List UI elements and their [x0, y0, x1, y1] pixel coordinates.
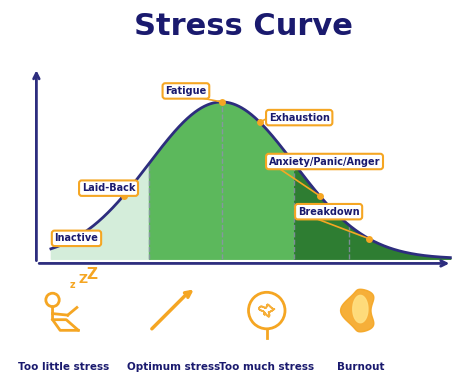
- Text: Anxiety/Panic/Anger: Anxiety/Panic/Anger: [269, 156, 380, 167]
- Polygon shape: [341, 289, 374, 332]
- Text: Laid-Back: Laid-Back: [82, 183, 135, 193]
- Text: Too little stress: Too little stress: [18, 361, 109, 372]
- Polygon shape: [353, 295, 368, 323]
- Text: Inactive: Inactive: [55, 233, 98, 243]
- Text: Burnout: Burnout: [336, 361, 384, 372]
- Text: Stress Curve: Stress Curve: [134, 12, 353, 41]
- Text: Z: Z: [79, 273, 88, 286]
- Text: Exhaustion: Exhaustion: [269, 113, 329, 123]
- Text: z: z: [69, 280, 75, 290]
- Text: Too much stress: Too much stress: [219, 361, 314, 372]
- Text: Fatigue: Fatigue: [165, 86, 206, 96]
- Text: Z: Z: [86, 267, 97, 281]
- Text: Breakdown: Breakdown: [298, 207, 359, 217]
- Text: Optimum stress: Optimum stress: [126, 361, 220, 372]
